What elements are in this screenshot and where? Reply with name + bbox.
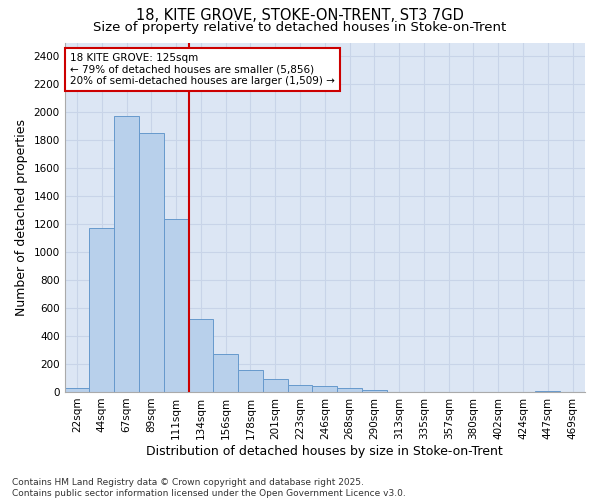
Bar <box>89 228 114 392</box>
Bar <box>535 390 560 392</box>
Bar <box>337 388 362 392</box>
Bar <box>313 386 337 392</box>
Text: Size of property relative to detached houses in Stoke-on-Trent: Size of property relative to detached ho… <box>94 21 506 34</box>
Bar <box>65 388 89 392</box>
Bar <box>362 390 387 392</box>
Bar <box>188 320 214 392</box>
Bar <box>287 385 313 392</box>
Bar <box>139 134 164 392</box>
Bar <box>238 370 263 392</box>
Bar <box>114 116 139 392</box>
Text: Contains HM Land Registry data © Crown copyright and database right 2025.
Contai: Contains HM Land Registry data © Crown c… <box>12 478 406 498</box>
Bar <box>164 218 188 392</box>
Bar <box>214 354 238 392</box>
Text: 18 KITE GROVE: 125sqm
← 79% of detached houses are smaller (5,856)
20% of semi-d: 18 KITE GROVE: 125sqm ← 79% of detached … <box>70 53 335 86</box>
Bar <box>263 380 287 392</box>
X-axis label: Distribution of detached houses by size in Stoke-on-Trent: Distribution of detached houses by size … <box>146 444 503 458</box>
Y-axis label: Number of detached properties: Number of detached properties <box>15 118 28 316</box>
Text: 18, KITE GROVE, STOKE-ON-TRENT, ST3 7GD: 18, KITE GROVE, STOKE-ON-TRENT, ST3 7GD <box>136 8 464 22</box>
